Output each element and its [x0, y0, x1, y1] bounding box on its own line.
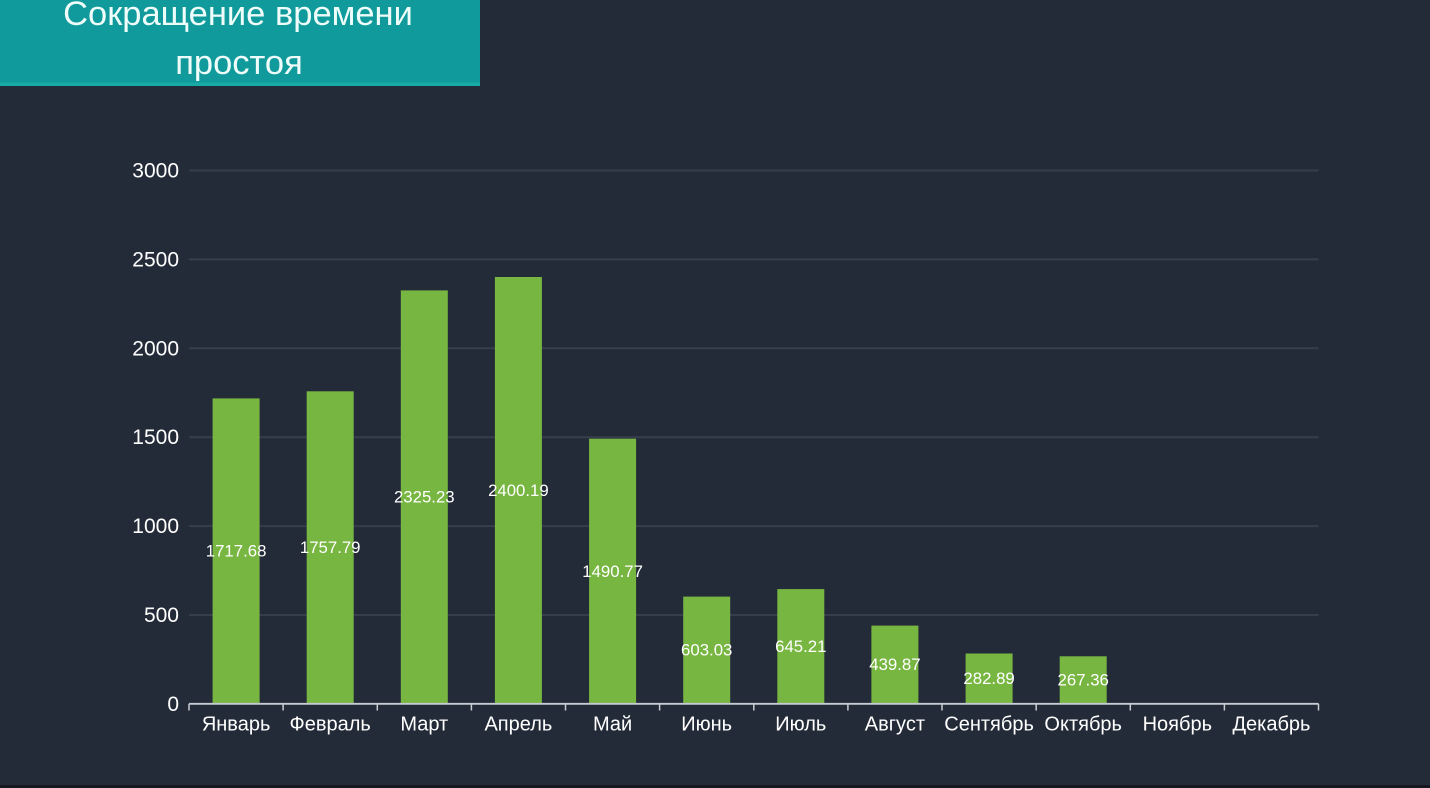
svg-text:1490.77: 1490.77	[582, 562, 643, 581]
svg-text:0: 0	[167, 693, 179, 716]
svg-text:Октябрь: Октябрь	[1044, 714, 1122, 736]
svg-text:1000: 1000	[132, 515, 179, 538]
svg-text:2000: 2000	[132, 337, 179, 360]
svg-text:Сентябрь: Сентябрь	[944, 714, 1034, 736]
svg-text:1717.68: 1717.68	[206, 542, 267, 561]
svg-text:Январь: Январь	[202, 714, 271, 736]
svg-text:простоя: простоя	[175, 44, 303, 82]
svg-text:Март: Март	[400, 714, 448, 736]
svg-text:3000: 3000	[132, 160, 179, 183]
svg-text:Сокращение времени: Сокращение времени	[63, 0, 413, 33]
svg-text:Апрель: Апрель	[484, 714, 552, 736]
svg-text:1757.79: 1757.79	[300, 538, 361, 557]
svg-text:Июнь: Июнь	[681, 714, 732, 736]
svg-text:2325.23: 2325.23	[394, 488, 455, 507]
svg-text:603.03: 603.03	[681, 641, 732, 660]
svg-text:Май: Май	[593, 714, 632, 736]
svg-text:439.87: 439.87	[869, 655, 920, 674]
svg-text:1500: 1500	[132, 426, 179, 449]
svg-text:267.36: 267.36	[1058, 671, 1109, 690]
svg-text:Декабрь: Декабрь	[1233, 714, 1311, 736]
svg-text:2400.19: 2400.19	[488, 481, 549, 500]
svg-text:Ноябрь: Ноябрь	[1143, 714, 1212, 736]
svg-text:282.89: 282.89	[963, 669, 1014, 688]
svg-text:Февраль: Февраль	[290, 714, 371, 736]
svg-text:Август: Август	[865, 714, 925, 736]
svg-text:2500: 2500	[132, 248, 179, 271]
svg-text:Июль: Июль	[775, 714, 826, 736]
svg-text:500: 500	[144, 604, 179, 627]
svg-text:645.21: 645.21	[775, 637, 826, 656]
